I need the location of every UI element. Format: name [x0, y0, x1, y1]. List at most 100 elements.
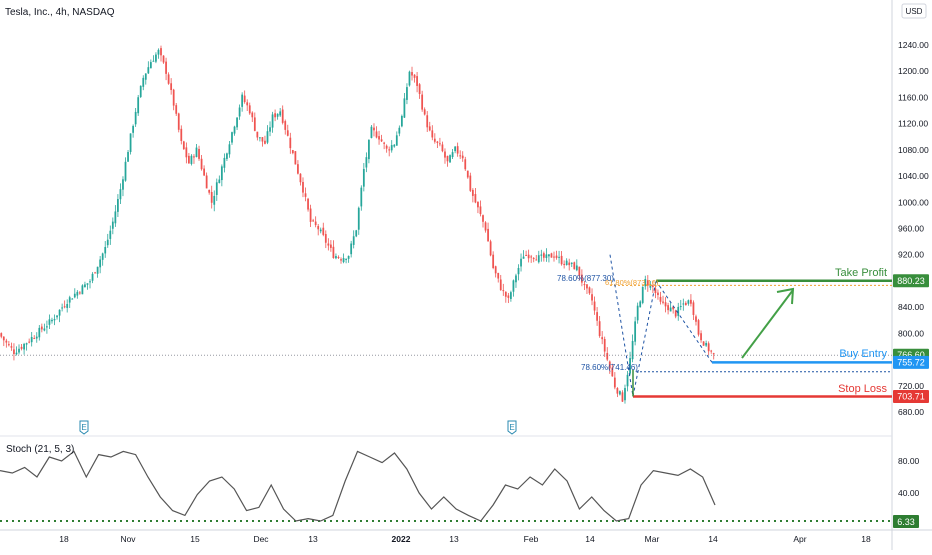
candle-body [471, 189, 474, 196]
fib-diagonal-2[interactable] [655, 280, 713, 363]
fib-diagonal-1[interactable] [632, 280, 657, 397]
candle-body [583, 284, 586, 286]
candle-body [507, 295, 510, 298]
candle-body [487, 228, 489, 242]
candle-body [591, 294, 593, 301]
time-tick-label: 14 [708, 534, 718, 544]
candle-body [423, 109, 426, 115]
candle-body [535, 259, 538, 261]
candle-body [286, 130, 289, 136]
projection-arrow[interactable] [741, 287, 795, 359]
price-tick-label: 1120.00 [898, 119, 928, 129]
candle-body [416, 76, 418, 86]
candle-body [324, 234, 327, 243]
candle-body [357, 207, 360, 230]
candle-body [18, 348, 20, 353]
candle-body [253, 117, 256, 131]
candle-body [63, 306, 66, 308]
candle-body [231, 132, 233, 143]
candle-body [563, 263, 566, 265]
price-tick-label: 840.00 [898, 302, 924, 312]
candle-body [160, 48, 162, 56]
candle-body [588, 287, 591, 294]
candle-body [687, 300, 690, 304]
candle-body [264, 140, 266, 144]
candle-body [279, 111, 282, 116]
candle-body [586, 284, 588, 289]
candle-body [203, 168, 205, 176]
candle-body [30, 336, 33, 343]
candle-body [575, 265, 578, 271]
buy-entry-tag[interactable]: 755.72 [893, 355, 929, 369]
candle-body [89, 281, 91, 283]
time-axis[interactable]: 18 Nov 15 Dec 13 2022 13 Feb 14 Mar 14 Apr 18 [59, 534, 871, 544]
candle-body [236, 117, 238, 128]
candle-body [340, 259, 342, 261]
candle-body [13, 349, 15, 355]
candle-body [122, 179, 124, 190]
candle-body [127, 152, 129, 162]
candle-body [134, 111, 137, 125]
time-tick-label: Dec [253, 534, 269, 544]
candle-body [144, 73, 147, 80]
candle-body [195, 147, 198, 158]
candle-body [281, 109, 284, 123]
candles[interactable] [0, 45, 715, 404]
earnings-marker-1[interactable]: E [79, 420, 89, 435]
stoch-last-tag[interactable]: 6.33 [893, 515, 919, 528]
stop-loss-tag[interactable]: 703.71 [893, 389, 929, 403]
candle-body [129, 133, 132, 152]
candle-body [226, 153, 228, 159]
candle-body [99, 259, 102, 268]
candle-body [644, 278, 647, 287]
stoch-last-tag-text: 6.33 [897, 517, 915, 527]
candle-body [96, 266, 99, 274]
candle-body [347, 255, 350, 259]
candle-body [276, 113, 279, 117]
candle-body [142, 77, 145, 87]
currency-button[interactable]: USD [901, 3, 927, 19]
candle-body [274, 113, 276, 118]
candle-body [530, 256, 533, 258]
candle-body [593, 301, 596, 311]
candle-body [598, 321, 601, 336]
candle-body [215, 182, 218, 195]
stoch-axis[interactable]: 80.00 40.00 [898, 456, 920, 498]
candle-body [581, 274, 583, 283]
fib-lower-label: 78.60%(741.46) [581, 363, 638, 372]
candle-body [550, 253, 553, 258]
candle-body [527, 254, 530, 259]
candle-body [317, 226, 320, 230]
candle-body [375, 131, 378, 138]
candle-body [456, 146, 459, 154]
time-tick-label: 15 [190, 534, 200, 544]
candle-body [439, 143, 441, 145]
candle-body [558, 256, 560, 258]
candle-body [172, 89, 175, 106]
earnings-marker-2[interactable]: E [507, 420, 517, 435]
candle-body [469, 175, 472, 191]
candle-body [297, 164, 299, 174]
time-tick-label: 13 [449, 534, 459, 544]
candle-body [624, 388, 626, 401]
candle-body [565, 260, 568, 266]
candle-body [634, 321, 637, 342]
candle-body [659, 296, 662, 302]
candle-body [48, 319, 51, 325]
take-profit-tag[interactable]: 880.23 [893, 274, 929, 288]
candle-body [327, 243, 330, 246]
candle-body [38, 327, 41, 338]
candle-body [10, 346, 13, 348]
candle-body [555, 255, 558, 258]
stoch-series-line[interactable] [0, 450, 716, 522]
candle-body [33, 338, 36, 340]
candle-body [5, 340, 8, 343]
price-tick-label: 680.00 [898, 407, 924, 417]
candle-body [335, 256, 337, 259]
candle-body [76, 291, 79, 296]
candle-body [137, 97, 140, 114]
candle-body [302, 181, 304, 193]
symbol-title[interactable]: Tesla, Inc., 4h, NASDAQ [5, 7, 115, 18]
candle-body [395, 135, 398, 146]
